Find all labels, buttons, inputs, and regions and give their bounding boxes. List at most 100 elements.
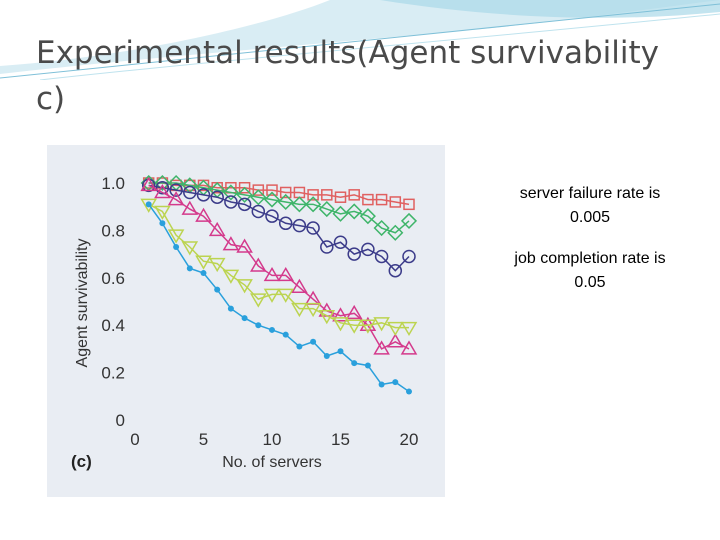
data-point xyxy=(347,247,361,261)
data-point xyxy=(304,302,322,318)
data-point xyxy=(307,189,319,201)
data-point xyxy=(400,212,418,229)
data-point xyxy=(236,186,253,203)
data-point xyxy=(159,220,166,227)
data-point xyxy=(200,270,207,277)
data-point xyxy=(277,266,295,282)
data-point xyxy=(386,321,404,337)
y-tick-label: 0.8 xyxy=(101,221,125,240)
data-point xyxy=(250,189,267,206)
completion-rate-note: job completion rate is 0.05 xyxy=(480,247,700,295)
data-point xyxy=(345,319,363,334)
failure-rate-line2: 0.005 xyxy=(569,209,611,226)
data-point xyxy=(359,208,376,225)
series-circle xyxy=(141,178,416,278)
data-point xyxy=(387,224,404,241)
data-point xyxy=(224,195,238,209)
data-point xyxy=(155,180,170,195)
data-point xyxy=(173,243,180,250)
data-point xyxy=(279,186,292,199)
data-point xyxy=(351,360,358,367)
data-point xyxy=(210,190,224,204)
data-point xyxy=(374,249,389,264)
data-point xyxy=(236,279,253,294)
data-point xyxy=(167,229,185,244)
data-point xyxy=(403,198,415,211)
y-tick-label: 0.4 xyxy=(101,316,125,335)
data-point xyxy=(378,381,385,388)
header-decoration xyxy=(0,0,720,80)
series-line xyxy=(148,184,410,272)
panel-label: (c) xyxy=(71,452,92,471)
data-point xyxy=(227,305,234,312)
data-point xyxy=(362,193,374,206)
failure-rate-line1: server failure rate is xyxy=(519,185,661,202)
data-point xyxy=(269,326,275,333)
data-point xyxy=(181,200,199,215)
x-tick-label: 10 xyxy=(263,430,282,449)
data-point xyxy=(375,193,388,206)
data-point xyxy=(184,179,196,192)
data-point xyxy=(346,203,363,220)
data-point xyxy=(337,348,344,355)
data-point xyxy=(388,263,403,278)
data-point xyxy=(208,221,226,237)
chart-series xyxy=(140,174,418,395)
data-point xyxy=(332,205,349,222)
slide-title: Experimental results(Agent survivability… xyxy=(36,35,659,117)
y-tick-label: 0 xyxy=(116,411,125,430)
series-triangle-down xyxy=(140,198,418,337)
data-point xyxy=(305,196,322,213)
y-tick-label: 1.0 xyxy=(101,174,125,193)
data-point xyxy=(277,193,294,211)
y-tick-label: 0.6 xyxy=(101,269,125,288)
data-point xyxy=(400,340,418,355)
data-point xyxy=(364,362,371,369)
data-point xyxy=(252,184,265,196)
data-point xyxy=(195,255,212,270)
data-point xyxy=(140,198,158,213)
data-point xyxy=(249,293,267,308)
data-point xyxy=(277,288,295,303)
data-point xyxy=(373,340,390,355)
data-point xyxy=(183,185,197,200)
data-point xyxy=(310,338,317,345)
data-point xyxy=(145,201,152,208)
data-point xyxy=(386,333,404,348)
x-tick-label: 20 xyxy=(400,430,419,449)
x-tick-label: 15 xyxy=(331,430,350,449)
data-point xyxy=(241,315,248,322)
completion-rate-line2: 0.05 xyxy=(574,274,606,291)
data-point xyxy=(154,183,171,199)
data-point xyxy=(320,240,334,254)
failure-rate-note: server failure rate is 0.005 xyxy=(480,182,700,230)
data-point xyxy=(263,266,281,282)
data-point xyxy=(238,181,251,194)
data-point xyxy=(167,191,185,206)
data-point xyxy=(291,278,308,294)
data-point xyxy=(255,322,262,329)
data-point xyxy=(195,207,212,222)
data-point xyxy=(318,309,336,325)
data-point xyxy=(359,319,377,334)
data-point xyxy=(306,221,320,235)
x-tick-label: 5 xyxy=(199,430,208,449)
data-point xyxy=(169,183,183,197)
data-point xyxy=(291,196,308,213)
data-point xyxy=(208,257,226,273)
data-point xyxy=(373,219,390,237)
chart-panel: 0 5 10 15 20 0 0.2 0.4 0.6 0.8 1.0 Agent survivabi… xyxy=(47,145,445,497)
data-point xyxy=(263,191,281,208)
y-axis-label: Agent survivability xyxy=(74,239,91,368)
chart-axes: 0 5 10 15 20 0 0.2 0.4 0.6 0.8 1.0 xyxy=(101,174,418,449)
data-point xyxy=(406,388,412,395)
data-point xyxy=(236,238,253,253)
completion-rate-line1: job completion rate is xyxy=(514,250,666,267)
data-point xyxy=(318,201,335,218)
data-point xyxy=(214,286,221,293)
data-point xyxy=(321,189,333,201)
data-point xyxy=(263,288,281,303)
data-point xyxy=(251,204,266,219)
data-point xyxy=(140,176,158,192)
series-triangle-up xyxy=(140,176,418,355)
